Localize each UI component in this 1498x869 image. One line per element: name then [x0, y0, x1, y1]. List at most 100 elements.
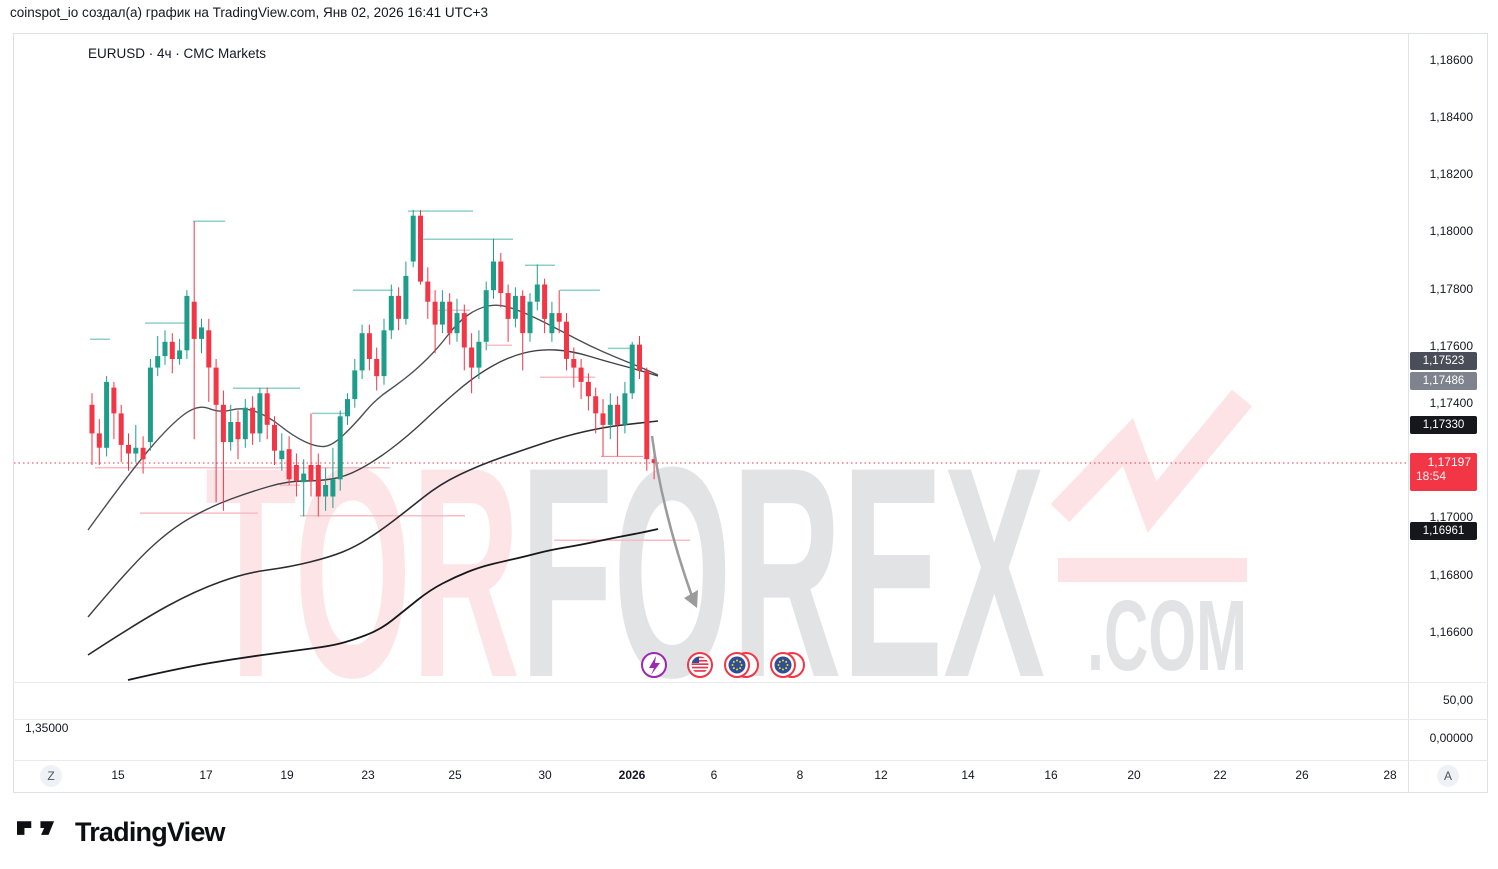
candle-body	[374, 359, 380, 377]
candle-body	[615, 404, 621, 425]
candle-body	[250, 407, 256, 434]
time-axis-label: 6	[710, 768, 718, 782]
candle-body	[600, 413, 606, 425]
candle-body	[585, 381, 591, 397]
time-axis-label: 25	[448, 768, 462, 782]
us-flag-event-icon[interactable]	[687, 652, 713, 678]
watermark-forex: FOREX	[520, 404, 1046, 740]
candle-body	[337, 416, 343, 480]
candle-body	[396, 295, 402, 319]
candle-body	[622, 393, 628, 425]
ma-slowest-line	[127, 528, 659, 681]
price-axis-label: 1,17400	[1429, 396, 1473, 410]
ma-price-badge: 1,17486	[1410, 372, 1477, 390]
price-axis-label: 1,18600	[1429, 53, 1473, 67]
indicator-left-value: 1,35000	[25, 721, 69, 735]
candle-body	[556, 313, 562, 322]
watermark-underline-bar	[1058, 558, 1247, 582]
time-axis-label: 26	[1295, 768, 1309, 782]
candle-body	[220, 404, 226, 442]
candle-body	[155, 356, 161, 368]
candle-body	[564, 321, 569, 359]
candle-body	[206, 330, 212, 368]
projection-arrow[interactable]	[650, 435, 696, 603]
eu-flag-event-icon[interactable]	[770, 652, 805, 678]
candle-body	[593, 396, 599, 414]
price-axis-label: 1,18000	[1429, 224, 1473, 238]
timezone-button[interactable]: Z	[40, 765, 62, 787]
price-axis-label: 1,18400	[1429, 110, 1473, 124]
candle-body	[228, 422, 234, 443]
time-axis-label: 8	[796, 768, 804, 782]
candle-body	[651, 459, 657, 463]
candle-body	[118, 413, 124, 445]
candle-body	[308, 465, 314, 481]
candle-body	[520, 295, 526, 334]
candle-body	[169, 341, 175, 359]
candle-body	[461, 313, 467, 348]
candle-body	[607, 404, 613, 425]
time-axis-label: 15	[111, 768, 125, 782]
candle-body	[235, 422, 241, 440]
pane-separator-1[interactable]	[13, 682, 1488, 683]
time-axis-label: 16	[1044, 768, 1058, 782]
candle-body	[272, 424, 277, 451]
candle-body	[498, 261, 504, 293]
current-price-badge: 1,17197 18:54	[1410, 453, 1477, 491]
candle-body	[454, 313, 460, 334]
candle-body	[213, 367, 219, 405]
candle-body	[89, 404, 95, 434]
candle-body	[352, 370, 358, 400]
candle-body	[629, 344, 635, 394]
candle-body	[126, 444, 131, 454]
candle-body	[644, 370, 650, 460]
candle-body	[439, 301, 445, 325]
ma-price-badge: 1,17330	[1410, 416, 1477, 434]
candle-body	[286, 449, 292, 480]
candle-body	[104, 381, 110, 448]
price-axis-label: 1,16800	[1429, 568, 1473, 582]
current-price-time: 18:54	[1416, 469, 1447, 483]
tradingview-logo-text: TradingView	[75, 817, 226, 847]
candle-body	[578, 367, 584, 382]
price-axis-label: 1,18200	[1429, 167, 1473, 181]
candle-body	[184, 295, 190, 351]
time-axis-separator	[13, 760, 1488, 761]
time-axis-label: 20	[1127, 768, 1141, 782]
time-axis-label: 30	[538, 768, 552, 782]
price-axis-label: 1,17800	[1429, 282, 1473, 296]
candle-body	[359, 333, 365, 371]
volatility-event-icon[interactable]	[641, 652, 667, 678]
candle-body	[418, 215, 423, 282]
candle-body	[199, 327, 204, 339]
indicator-upper-right-value: 50,00	[1442, 693, 1473, 707]
price-axis-label: 1,16600	[1429, 625, 1473, 639]
candle-body	[257, 393, 263, 434]
tradingview-logo[interactable]: TradingView	[17, 817, 226, 848]
chart-attribution: coinspot_io создал(а) график на TradingV…	[10, 5, 489, 20]
candle-body	[301, 473, 307, 483]
watermark-com: .COM	[1087, 580, 1247, 692]
candle-body	[242, 407, 248, 440]
candle-body	[177, 350, 183, 359]
candle-body	[447, 301, 453, 334]
eu-flag-event-icon[interactable]	[724, 652, 759, 678]
candle-body	[542, 284, 548, 319]
time-axis-label: 14	[961, 768, 975, 782]
candle-body	[162, 341, 168, 357]
watermark: TOR FOREX .COM	[205, 389, 1253, 740]
candle-body	[425, 281, 431, 302]
candle-body	[147, 367, 153, 443]
candle-body	[534, 284, 540, 302]
auto-scale-button[interactable]: A	[1437, 765, 1459, 787]
price-axis-label: 1,17600	[1429, 339, 1473, 353]
time-axis-label: 22	[1213, 768, 1227, 782]
time-axis-label: 19	[280, 768, 294, 782]
candle-body	[315, 465, 321, 497]
time-axis-label: 2026	[618, 768, 646, 782]
candle-body	[571, 359, 577, 368]
pane-separator-2[interactable]	[13, 719, 1488, 720]
watermark-zigzag-arrow-icon	[1050, 389, 1253, 533]
